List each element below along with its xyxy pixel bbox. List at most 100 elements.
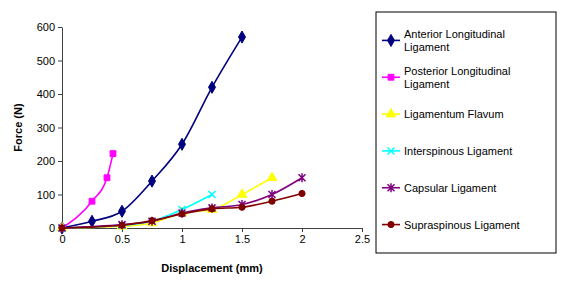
legend-label-line: Ligament bbox=[404, 41, 449, 53]
data-point bbox=[149, 218, 155, 224]
tick-label: 2 bbox=[299, 233, 305, 245]
tick: 2 bbox=[299, 228, 305, 245]
marker-group bbox=[179, 208, 186, 217]
tick-label: 1 bbox=[179, 233, 185, 245]
data-point bbox=[209, 191, 216, 198]
marker-group bbox=[147, 217, 157, 225]
data-point bbox=[209, 203, 216, 212]
tick-label: 0 bbox=[59, 233, 65, 245]
tick-mark bbox=[302, 228, 303, 232]
plot-area bbox=[57, 31, 305, 234]
tick-mark bbox=[362, 228, 363, 232]
data-point bbox=[117, 221, 127, 229]
data-point bbox=[149, 175, 156, 187]
tick: 2.5 bbox=[355, 228, 370, 245]
legend-label-line: Capsular Ligament bbox=[404, 182, 496, 194]
marker-group bbox=[209, 206, 215, 212]
legend-swatch bbox=[388, 34, 395, 46]
series-line bbox=[62, 154, 113, 228]
marker-group bbox=[119, 205, 126, 217]
legend-label: Anterior LongitudinalLigament bbox=[404, 28, 505, 53]
tick: 300 bbox=[37, 122, 62, 134]
y-axis: 0 100 200 300 400 500 600 bbox=[37, 21, 63, 234]
data-point bbox=[179, 208, 186, 217]
tick-mark bbox=[242, 228, 243, 232]
tick: 100 bbox=[37, 189, 62, 201]
data-point bbox=[239, 31, 246, 43]
marker-group bbox=[89, 215, 96, 227]
tick: 0.5 bbox=[115, 228, 130, 245]
marker-group bbox=[59, 224, 66, 233]
marker-group bbox=[179, 138, 186, 150]
marker-group bbox=[209, 191, 216, 198]
legend-label: Posterior LongitudinalLigament bbox=[404, 65, 510, 90]
marker-group bbox=[149, 218, 155, 224]
chart: 0 0.5 1 1.5 2 2.5 0 100 200 300 400 500 600 Displacem… bbox=[0, 0, 561, 294]
x-axis-title: Displacement (mm) bbox=[161, 262, 263, 274]
tick-mark bbox=[58, 128, 62, 129]
marker-group bbox=[149, 218, 156, 225]
x-axis: 0 0.5 1 1.5 2 2.5 bbox=[59, 228, 370, 245]
data-point bbox=[239, 204, 245, 210]
data-point bbox=[119, 205, 126, 217]
data-point bbox=[209, 81, 216, 93]
data-point bbox=[299, 173, 306, 182]
tick-mark bbox=[58, 94, 62, 95]
marker-group bbox=[237, 189, 247, 197]
marker-group bbox=[239, 204, 245, 210]
series-line bbox=[62, 178, 272, 228]
marker-group bbox=[207, 204, 217, 212]
tick-label: 0.5 bbox=[115, 233, 130, 245]
data-point bbox=[207, 204, 217, 212]
marker-group bbox=[119, 220, 126, 229]
data-point bbox=[179, 138, 186, 150]
marker-group bbox=[119, 222, 126, 229]
marker-group bbox=[267, 172, 277, 180]
tick-mark bbox=[58, 61, 62, 62]
data-point bbox=[237, 189, 247, 197]
tick: 1.5 bbox=[235, 228, 250, 245]
legend-swatch bbox=[388, 221, 394, 227]
marker-group bbox=[269, 198, 275, 204]
marker-group bbox=[89, 198, 95, 204]
legend-label: Supraspinous Ligament bbox=[404, 219, 520, 231]
marker-group bbox=[209, 81, 216, 93]
legend-marker bbox=[388, 221, 394, 227]
legend-swatch bbox=[388, 147, 395, 154]
axis-line bbox=[62, 28, 63, 229]
data-point bbox=[299, 190, 305, 196]
marker-group bbox=[59, 225, 65, 231]
legend-item: Supraspinous Ligament bbox=[382, 219, 520, 231]
legend-marker bbox=[388, 147, 395, 154]
data-point bbox=[59, 224, 66, 233]
legend-marker bbox=[388, 183, 395, 192]
series-line bbox=[62, 178, 302, 228]
data-point bbox=[269, 198, 275, 204]
data-point bbox=[149, 218, 156, 225]
tick-mark bbox=[58, 27, 62, 28]
legend-label: Interspinous Ligament bbox=[404, 145, 512, 157]
legend-label-line: Interspinous Ligament bbox=[404, 145, 512, 157]
background bbox=[0, 0, 561, 294]
data-point bbox=[119, 222, 126, 229]
marker-group bbox=[59, 225, 65, 231]
legend-item: Capsular Ligament bbox=[382, 182, 496, 194]
data-point bbox=[179, 211, 185, 217]
tick: 200 bbox=[37, 155, 62, 167]
data-point bbox=[59, 225, 65, 231]
legend-marker bbox=[388, 34, 395, 46]
data-point bbox=[59, 225, 66, 232]
marker-group bbox=[299, 173, 306, 182]
tick-label: 300 bbox=[37, 122, 55, 134]
tick-label: 400 bbox=[37, 88, 55, 100]
legend-label-line: Ligament bbox=[404, 78, 449, 90]
tick-label: 200 bbox=[37, 155, 55, 167]
tick: 600 bbox=[37, 21, 62, 33]
marker-group bbox=[179, 211, 185, 217]
tick-label: 0 bbox=[49, 222, 55, 234]
marker-group bbox=[209, 203, 216, 212]
tick: 500 bbox=[37, 55, 62, 67]
y-axis-title: Force (N) bbox=[12, 103, 24, 152]
data-point bbox=[89, 215, 96, 227]
tick: 1 bbox=[179, 228, 185, 245]
